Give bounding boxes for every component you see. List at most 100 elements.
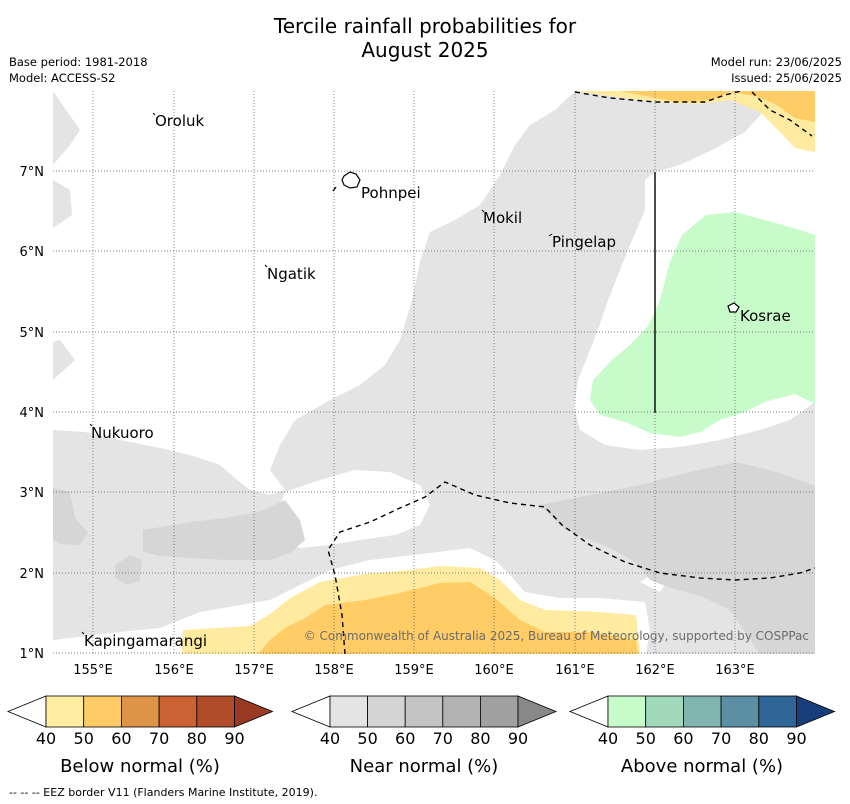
colorbar-below-segment-3 [158,695,198,728]
white-region-north [53,91,575,495]
colorbar-above-tick-40: 40 [597,729,619,748]
colorbar-below-tick-80: 80 [186,729,207,748]
eez-line-fragment [332,186,337,192]
pingelap-mark [548,233,553,237]
model-text: Model: ACCESS-S2 [9,71,116,85]
colorbar-above-segment-3 [720,695,760,728]
colorbar-below-tick-70: 70 [148,729,170,748]
colorbar-below-segment-0 [45,695,85,728]
eez-border [327,91,815,654]
eez-line-north [574,91,813,137]
label-mokil: Mokil [483,209,522,227]
colorbar-near-tick-80: 80 [470,729,491,748]
colorbar-near-tick-70: 70 [432,729,453,748]
lat-label-2n: 2°N [20,567,45,582]
colorbar-above-tick-60: 60 [673,729,694,748]
colorbar-below-low-triangle [6,695,47,728]
colorbar-near-tick-60: 60 [395,729,416,748]
colorbar-above-tick-80: 80 [748,729,769,748]
colorbar-above-tick-90: 90 [786,729,807,748]
kapingamarangi-mark [81,631,85,635]
near-normal-dark-blob [115,555,142,585]
latitude-labels: 7°N 6°N 5°N 4°N 3°N 2°N 1°N [20,165,45,662]
lat-label-6n: 6°N [20,245,45,260]
colorbar-near-tick-90: 90 [507,729,529,748]
lat-label-1n: 1°N [20,647,45,662]
colorbar-above-tick-70: 70 [710,729,732,748]
colorbar-near-segment-4 [479,695,519,728]
lon-label-161e: 161°E [555,663,595,678]
label-kosrae: Kosrae [740,307,791,325]
colorbar-below-tick-40: 40 [35,729,57,748]
colorbar-above-segment-1 [645,695,684,728]
title-line-2: August 2025 [361,38,489,62]
near-normal-dark-region-west [53,488,88,545]
colorbar-label-above: Above normal (%) [620,756,784,777]
colorbar-near-low-triangle [290,695,331,728]
title-line-1: Tercile rainfall probabilities for [273,14,577,38]
colorbar-above-tick-50: 50 [635,729,656,748]
colorbar-below-segment-1 [83,695,122,728]
kosrae-island-shape [727,302,740,313]
colorbar-below-high-triangle [234,695,274,728]
meta-right: Model run: 23/06/2025 Issued: 25/06/2025 [711,54,842,86]
issued-text: Issued: 25/06/2025 [731,71,842,85]
colorbar-below-segment-4 [196,695,235,728]
above-normal-40-region [590,212,815,437]
colorbar-near-high-triangle [517,695,558,728]
lat-label-5n: 5°N [20,326,45,341]
lon-label-159e: 159°E [394,663,434,678]
colorbar-above-segment-0 [607,695,647,728]
eez-line-south [327,481,815,654]
pohnpei-island-shape [341,171,361,189]
footer-note: -- -- -- EEZ border V11 (Flanders Marine… [9,786,318,799]
base-period-text: Base period: 1981-2018 [9,55,148,69]
lat-label-4n: 4°N [20,406,45,421]
colorbar-near-segment-2 [404,695,444,728]
meta-left: Base period: 1981-2018 Model: ACCESS-S2 [9,54,148,86]
label-ngatik: Ngatik [267,265,316,283]
below-normal-50-south [258,582,638,654]
colorbar-above-high-triangle [796,695,836,728]
near-normal-dark-region [143,500,305,560]
colorbar-label-below: Below normal (%) [60,756,220,777]
label-oroluk: Oroluk [155,112,204,130]
oroluk-mark [152,112,156,116]
label-pingelap: Pingelap [552,233,616,251]
longitude-labels: 155°E 156°E 157°E 158°E 159°E 160°E 161°… [73,663,755,678]
copyright-text: © Commonwealth of Australia 2025, Bureau… [304,629,809,643]
colorbar-below-segment-2 [121,695,160,728]
colorbar-near-segment-0 [329,695,368,728]
model-run-text: Model run: 23/06/2025 [710,55,842,69]
colorbar-label-near: Near normal (%) [349,756,499,777]
below-normal-50-north [620,91,815,122]
colorbar-below-tick-60: 60 [111,729,132,748]
colorbar-below-tick-90: 90 [224,729,245,748]
mokil-mark [481,209,485,213]
lon-label-156e: 156°E [154,663,194,678]
map-title: Tercile rainfall probabilities for Augus… [0,14,850,62]
label-kapingamarangi: Kapingamarangi [84,632,207,650]
lon-label-163e: 163°E [715,663,755,678]
colorbar-above-low-triangle [568,695,609,728]
lat-label-7n: 7°N [20,165,45,180]
lon-label-160e: 160°E [474,663,514,678]
colorbar-near-tick-50: 50 [357,729,378,748]
lon-label-162e: 162°E [635,663,675,678]
below-normal-40-north [575,91,815,152]
near-normal-dark-region-south [540,462,815,654]
colorbar-near-segment-1 [367,695,406,728]
lon-label-157e: 157°E [234,663,274,678]
colorbar-above-segment-4 [758,695,797,728]
colorbar-below-tick-50: 50 [73,729,94,748]
colorbar-near-segment-3 [442,695,481,728]
label-nukuoro: Nukuoro [91,424,154,442]
colorbar-above-segment-2 [683,695,722,728]
ngatik-mark [264,264,268,268]
nukuoro-mark [89,423,93,427]
atoll-marks [81,112,553,635]
colorbar-near-tick-40: 40 [319,729,341,748]
map-fields [53,91,815,654]
place-labels: Oroluk Pohnpei Mokil Pingelap Ngatik Kos… [84,112,791,650]
